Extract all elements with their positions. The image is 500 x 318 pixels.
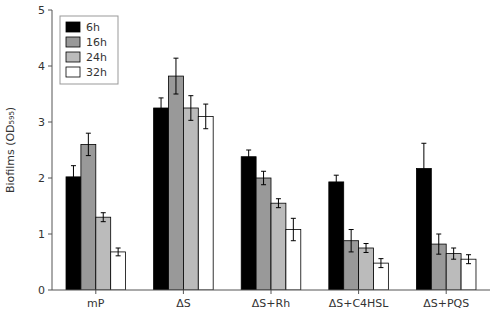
bar [329,182,344,290]
error-bar [436,234,441,254]
y-axis: 0 1 2 3 4 5 [38,4,52,297]
x-tick-label: ΔS+PQS [423,297,469,310]
x-tick-label: mP [87,297,105,310]
error-bar [116,248,121,256]
y-tick-label: 4 [38,60,45,73]
legend-frame [60,16,118,84]
legend-label: 24h [86,51,107,64]
chart: 0 1 2 3 4 5 Biofilms (OD₅₉₅) mP ΔS ΔS+Rh ΔS+C4HSL Δ… [0,0,500,318]
error-bar [334,175,339,188]
chart-container: 0 1 2 3 4 5 Biofilms (OD₅₉₅) mP ΔS ΔS+Rh ΔS+C4HSL Δ… [0,0,500,318]
error-bar [261,171,266,184]
bar [446,254,461,290]
x-tick-label: ΔS+Rh [252,297,290,310]
legend-swatch [66,67,80,77]
legend: 6h 16h 24h 32h [60,16,118,84]
x-tick [183,290,184,294]
y-tick-label: 2 [38,172,45,185]
x-axis-line [52,290,490,291]
bar [461,259,476,290]
legend-label: 32h [86,66,107,79]
error-bar [276,199,281,208]
bar [359,248,374,290]
legend-label: 16h [86,36,107,49]
x-tick [358,290,359,294]
error-bar [86,133,91,155]
error-bar [378,259,383,268]
bar-series [81,58,446,290]
bar-series [66,98,431,290]
y-tick-label: 5 [38,4,45,17]
error-bar [451,248,456,259]
error-bar [173,58,178,94]
legend-label: 6h [86,21,100,34]
y-tick [48,234,52,235]
error-bar [71,166,76,188]
error-bar [246,150,251,163]
x-tick [95,290,96,294]
x-tick [446,290,447,294]
y-tick [48,178,52,179]
bar [111,252,126,290]
error-bar [421,143,426,193]
y-axis-line [52,10,53,290]
bar [271,203,286,290]
legend-swatch [66,52,80,62]
y-tick-label: 0 [38,284,45,297]
bar [183,108,198,290]
error-bar [203,104,208,129]
y-tick-label: 1 [38,228,45,241]
bar [198,116,213,290]
error-bar [291,218,296,240]
y-tick [48,10,52,11]
error-bar [364,244,369,253]
bar [169,76,184,290]
plot-area [66,58,476,290]
y-tick-label: 3 [38,116,45,129]
y-tick [48,66,52,67]
x-tick-label: ΔS [176,297,191,310]
bar [256,178,271,290]
legend-swatch [66,22,80,32]
bar [154,108,169,290]
error-bar [188,96,193,121]
bar [241,157,256,290]
x-axis: mP ΔS ΔS+Rh ΔS+C4HSL ΔS+PQS [87,290,469,310]
error-bar [101,213,106,222]
bar [96,217,111,290]
error-bar [466,255,471,264]
bar-series [96,96,461,290]
error-bar [349,230,354,252]
x-tick-label: ΔS+C4HSL [329,297,390,310]
error-bar [159,98,164,118]
bar [66,177,81,290]
bar-series [111,104,476,290]
y-tick [48,290,52,291]
x-tick [271,290,272,294]
bar [373,263,388,290]
y-axis-label: Biofilms (OD₅₉₅) [4,107,17,193]
legend-swatch [66,37,80,47]
bar [81,144,96,290]
y-tick [48,122,52,123]
